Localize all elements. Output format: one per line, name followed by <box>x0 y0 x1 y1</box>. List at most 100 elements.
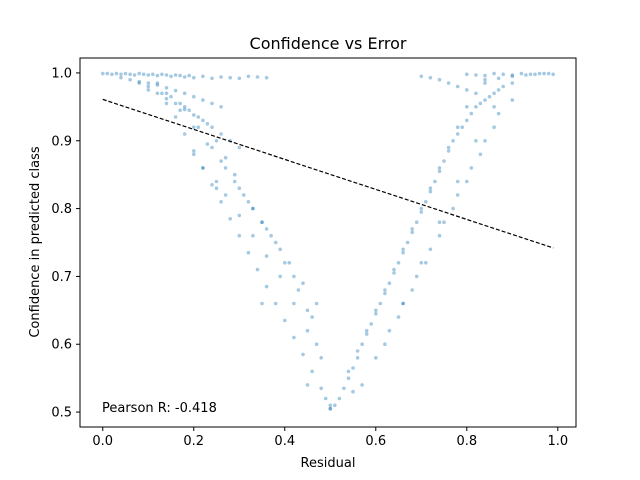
data-point <box>383 288 387 292</box>
data-point <box>214 186 219 190</box>
data-point <box>546 71 551 76</box>
data-point <box>210 145 214 150</box>
data-point <box>492 125 496 129</box>
x-tick-label: 0.6 <box>365 434 386 449</box>
data-point <box>173 101 178 106</box>
data-point <box>264 75 269 80</box>
data-point <box>182 132 187 136</box>
data-point <box>551 72 555 77</box>
data-point <box>223 155 228 160</box>
data-point <box>364 328 369 333</box>
x-tick-label: 0.4 <box>274 434 295 449</box>
data-point <box>446 145 451 150</box>
data-point <box>155 83 160 87</box>
data-point <box>392 271 396 275</box>
data-point <box>537 71 542 76</box>
data-point <box>328 406 333 411</box>
data-point <box>360 383 364 387</box>
data-point <box>492 91 496 96</box>
data-point <box>164 91 169 96</box>
data-point <box>355 356 360 360</box>
x-tick-label: 1.0 <box>547 434 568 449</box>
data-point <box>260 220 264 224</box>
data-point <box>251 206 255 211</box>
data-point <box>119 75 123 80</box>
y-tick-label: 0.9 <box>51 134 72 149</box>
data-point <box>255 75 260 79</box>
data-point <box>487 94 492 99</box>
data-point <box>496 111 501 116</box>
data-point <box>292 274 296 279</box>
data-point <box>510 74 515 79</box>
y-tick-label: 0.8 <box>51 202 72 217</box>
data-point <box>146 84 151 89</box>
data-point <box>264 254 269 258</box>
data-point <box>219 159 223 163</box>
data-point <box>160 91 164 96</box>
data-point <box>151 72 155 77</box>
data-point <box>192 125 196 129</box>
data-point <box>205 142 210 146</box>
data-point <box>155 91 160 96</box>
data-point <box>501 72 506 77</box>
data-point <box>178 108 182 112</box>
data-point <box>201 74 205 79</box>
data-point <box>492 71 496 76</box>
data-point <box>132 73 137 77</box>
data-point <box>342 386 346 391</box>
data-point <box>137 81 141 85</box>
data-point <box>301 352 305 357</box>
data-point <box>182 105 187 109</box>
data-point <box>337 396 342 401</box>
data-point <box>483 73 487 78</box>
data-point <box>292 301 296 306</box>
x-axis-ticks: 0.0 0.2 0.4 0.6 0.8 1.0 <box>92 427 568 449</box>
trendline-group <box>102 98 554 249</box>
data-point <box>201 118 205 123</box>
data-point <box>465 118 469 123</box>
data-point <box>474 105 478 109</box>
data-point <box>137 71 141 76</box>
data-point <box>192 152 196 157</box>
data-point <box>201 166 205 170</box>
data-point <box>465 72 469 77</box>
data-point <box>533 72 537 77</box>
data-point <box>210 125 214 129</box>
data-point <box>196 115 201 119</box>
data-point <box>419 261 424 265</box>
data-point <box>374 356 378 360</box>
x-tick-label: 0.2 <box>183 434 204 449</box>
data-point <box>433 179 437 184</box>
data-point <box>301 281 305 286</box>
data-point <box>205 122 210 126</box>
data-point <box>387 281 392 286</box>
data-point <box>319 386 324 391</box>
data-point <box>483 139 487 143</box>
data-point <box>110 72 114 77</box>
data-point <box>424 200 428 204</box>
data-point <box>465 179 469 184</box>
data-point <box>492 105 496 109</box>
data-point <box>374 311 378 316</box>
data-point <box>346 376 351 381</box>
data-point <box>465 105 469 109</box>
data-point <box>219 105 223 109</box>
data-point <box>128 77 132 82</box>
data-point <box>273 240 278 245</box>
data-point <box>419 210 424 214</box>
data-point <box>173 73 178 77</box>
data-points <box>101 71 555 411</box>
data-point <box>269 233 273 238</box>
data-point <box>105 71 110 76</box>
data-point <box>396 315 401 319</box>
y-tick-label: 0.6 <box>51 338 72 353</box>
data-point <box>469 166 474 170</box>
data-point <box>223 166 228 170</box>
data-point <box>455 179 460 184</box>
data-point <box>164 73 169 77</box>
data-point <box>164 101 169 106</box>
data-point <box>510 81 515 85</box>
data-point <box>455 132 460 136</box>
x-axis-label: Residual <box>301 456 356 471</box>
